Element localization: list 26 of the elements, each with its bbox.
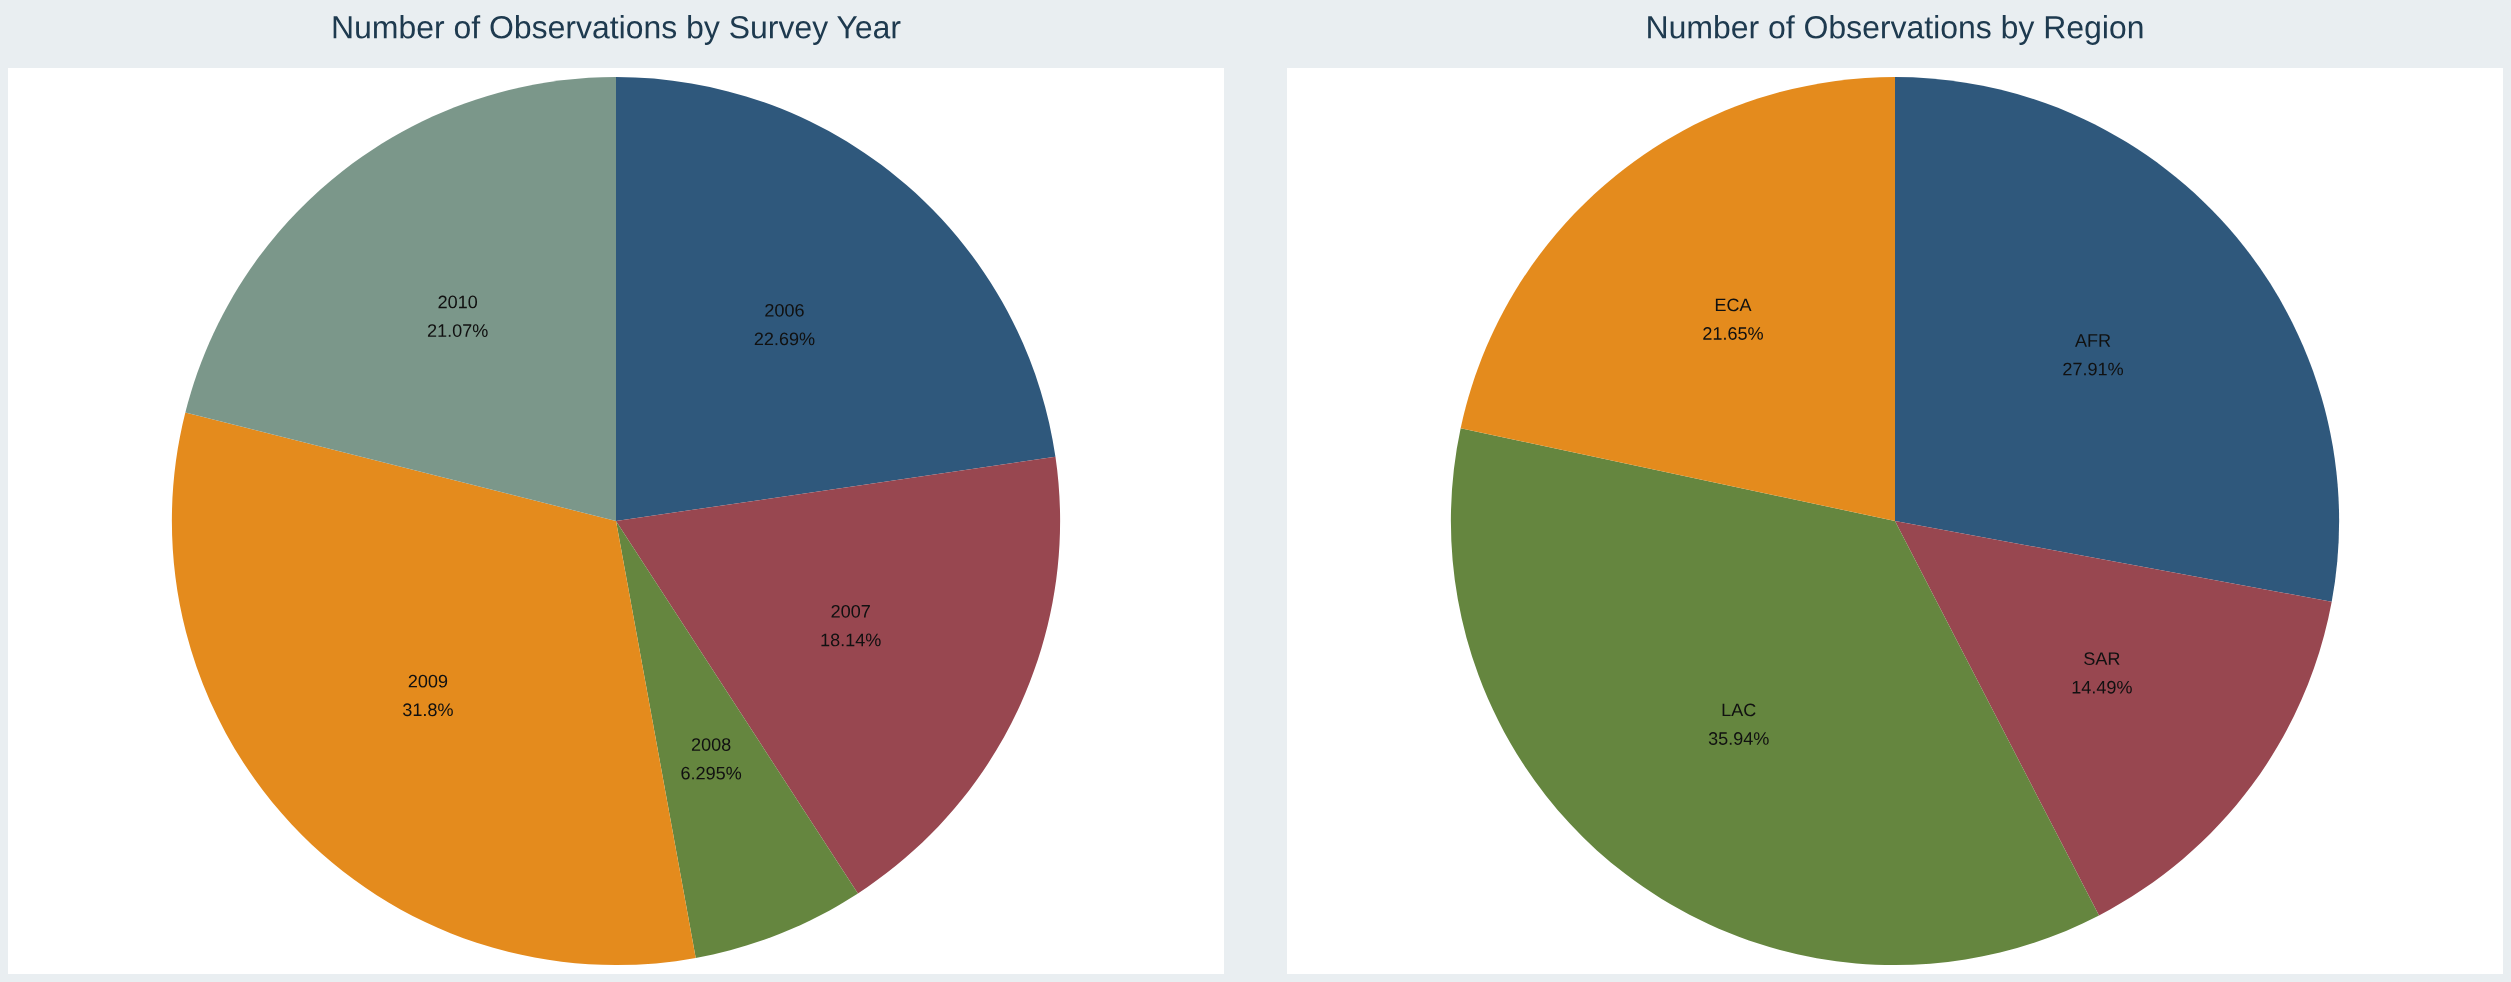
- pie-slice: [185, 76, 616, 521]
- pie-slice: [616, 76, 1056, 521]
- data-label: 27.91%: [2063, 362, 2123, 376]
- data-label: 35.94%: [1708, 732, 1769, 745]
- chart-title: Number of Observations by Region: [1648, 15, 2143, 45]
- slice-label: 2007: [831, 604, 870, 618]
- chart-title: Number of Observations by Survey Year: [333, 15, 901, 45]
- data-label: 18.14%: [821, 633, 881, 647]
- data-label: 31.8%: [403, 703, 453, 717]
- slice-label: AFR: [2075, 334, 2111, 347]
- slice-label: 2008: [691, 738, 731, 751]
- pie-slice: [1460, 76, 1895, 521]
- slice-label: 2009: [408, 674, 448, 688]
- data-label: 14.49%: [2072, 680, 2132, 694]
- pie-slice: [1895, 76, 2340, 602]
- slice-label: 2010: [438, 295, 478, 309]
- data-label: 6.295%: [681, 766, 742, 780]
- pie-slice: [616, 456, 1061, 894]
- data-label: 22.69%: [754, 332, 815, 346]
- data-label: 21.65%: [1703, 327, 1763, 340]
- slice-label: 2006: [765, 303, 804, 317]
- pie-slice: [1895, 521, 2332, 916]
- data-label: 21.07%: [427, 324, 488, 337]
- slice-label: SAR: [2084, 652, 2120, 666]
- slice-label: LAC: [1722, 703, 1756, 717]
- slice-label: ECA: [1715, 298, 1752, 312]
